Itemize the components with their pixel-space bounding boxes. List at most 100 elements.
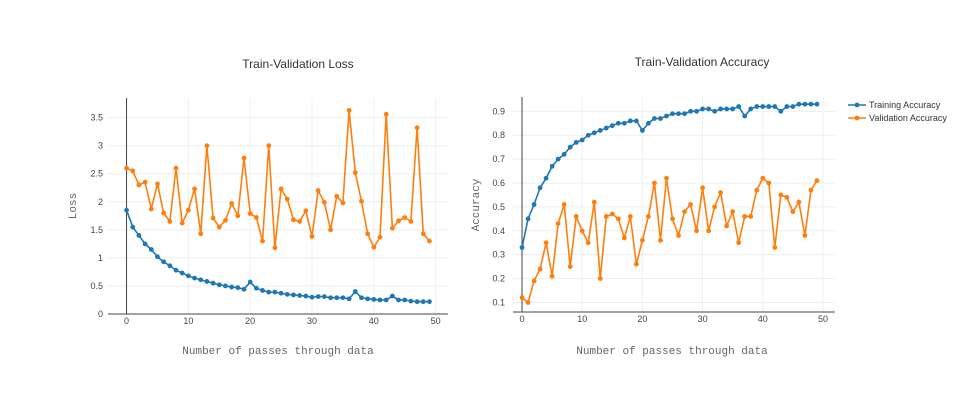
loss-training-point[interactable] bbox=[377, 297, 383, 303]
loss-training-point[interactable] bbox=[291, 292, 296, 298]
loss-training-point[interactable] bbox=[340, 295, 346, 301]
accuracy-training-point[interactable] bbox=[543, 175, 549, 181]
accuracy-training-point[interactable] bbox=[790, 104, 796, 109]
loss-validation-point[interactable] bbox=[155, 181, 160, 187]
accuracy-validation-point[interactable] bbox=[694, 228, 699, 234]
loss-validation-point[interactable] bbox=[247, 211, 253, 216]
loss-validation-point[interactable] bbox=[198, 231, 204, 237]
loss-training-point[interactable] bbox=[179, 270, 185, 276]
loss-training-point[interactable] bbox=[414, 299, 420, 305]
legend-item-training[interactable]: Training Accuracy bbox=[848, 100, 941, 110]
accuracy-validation-point[interactable] bbox=[537, 266, 543, 272]
loss-validation-point[interactable] bbox=[272, 245, 278, 251]
accuracy-validation-point[interactable] bbox=[796, 199, 802, 205]
accuracy-validation-point[interactable] bbox=[688, 202, 693, 207]
loss-training-point[interactable] bbox=[161, 259, 167, 265]
loss-validation-point[interactable] bbox=[210, 215, 216, 221]
loss-training-point[interactable] bbox=[315, 294, 321, 300]
accuracy-training-point[interactable] bbox=[796, 101, 802, 107]
loss-validation-point[interactable] bbox=[427, 238, 432, 244]
loss-validation-point[interactable] bbox=[142, 179, 148, 185]
loss-validation-point[interactable] bbox=[371, 244, 377, 250]
accuracy-training-point[interactable] bbox=[724, 106, 730, 112]
loss-training-point[interactable] bbox=[223, 283, 228, 289]
accuracy-training-point[interactable] bbox=[754, 104, 760, 109]
accuracy-validation-point[interactable] bbox=[555, 221, 561, 227]
accuracy-training-point[interactable] bbox=[531, 202, 537, 207]
accuracy-training-point[interactable] bbox=[760, 104, 766, 109]
legend-item-validation[interactable]: Validation Accuracy bbox=[848, 113, 947, 123]
loss-validation-point[interactable] bbox=[266, 143, 272, 149]
accuracy-validation-point[interactable] bbox=[597, 276, 603, 281]
loss-training-point[interactable] bbox=[210, 280, 216, 286]
loss-validation-point[interactable] bbox=[278, 186, 284, 192]
loss-training-point[interactable] bbox=[216, 282, 222, 288]
accuracy-training-point[interactable] bbox=[694, 108, 699, 114]
loss-training-point[interactable] bbox=[167, 263, 173, 269]
loss-training-point[interactable] bbox=[247, 279, 253, 285]
accuracy-validation-point[interactable] bbox=[802, 233, 808, 238]
accuracy-training-point[interactable] bbox=[808, 101, 814, 107]
loss-training-point[interactable] bbox=[396, 297, 401, 303]
loss-training-point[interactable] bbox=[155, 254, 160, 260]
accuracy-training-point[interactable] bbox=[712, 108, 718, 114]
accuracy-validation-point[interactable] bbox=[682, 209, 687, 215]
accuracy-validation-point[interactable] bbox=[814, 178, 820, 184]
loss-validation-point[interactable] bbox=[420, 231, 426, 237]
accuracy-validation-point[interactable] bbox=[621, 235, 627, 241]
accuracy-validation-point[interactable] bbox=[784, 194, 790, 200]
loss-validation-point[interactable] bbox=[260, 238, 265, 244]
accuracy-validation-point[interactable] bbox=[531, 278, 537, 284]
accuracy-training-point[interactable] bbox=[549, 163, 555, 169]
loss-validation-point[interactable] bbox=[185, 207, 191, 213]
accuracy-validation-point[interactable] bbox=[561, 202, 567, 207]
accuracy-training-point[interactable] bbox=[579, 137, 585, 143]
loss-validation-point[interactable] bbox=[309, 234, 315, 239]
loss-validation-point[interactable] bbox=[328, 227, 333, 233]
accuracy-training-point[interactable] bbox=[519, 245, 525, 250]
accuracy-validation-point[interactable] bbox=[652, 180, 657, 186]
accuracy-validation-point[interactable] bbox=[706, 228, 712, 234]
accuracy-training-point[interactable] bbox=[621, 120, 627, 126]
loss-training-point[interactable] bbox=[204, 279, 210, 284]
accuracy-training-point[interactable] bbox=[615, 120, 621, 126]
loss-training-point[interactable] bbox=[192, 275, 197, 281]
accuracy-training-point[interactable] bbox=[525, 216, 531, 222]
loss-validation-point[interactable] bbox=[408, 219, 414, 224]
accuracy-training-point[interactable] bbox=[730, 106, 736, 112]
accuracy-validation-point[interactable] bbox=[760, 175, 766, 181]
loss-validation-point[interactable] bbox=[148, 206, 154, 212]
loss-training-point[interactable] bbox=[365, 296, 371, 302]
loss-training-point[interactable] bbox=[389, 293, 395, 299]
loss-validation-point[interactable] bbox=[173, 165, 179, 171]
loss-training-point[interactable] bbox=[359, 295, 364, 301]
loss-validation-point[interactable] bbox=[216, 224, 222, 230]
accuracy-validation-point[interactable] bbox=[808, 187, 814, 193]
accuracy-training-point[interactable] bbox=[585, 132, 591, 138]
loss-validation-point[interactable] bbox=[229, 201, 235, 206]
accuracy-training-point[interactable] bbox=[646, 120, 651, 126]
loss-validation-point[interactable] bbox=[346, 107, 352, 113]
accuracy-training-point[interactable] bbox=[748, 106, 754, 112]
loss-training-point[interactable] bbox=[420, 299, 426, 305]
loss-validation-point[interactable] bbox=[352, 170, 358, 176]
accuracy-validation-point[interactable] bbox=[730, 209, 736, 215]
legend[interactable]: Training Accuracy Validation Accuracy bbox=[848, 100, 947, 123]
accuracy-training-point[interactable] bbox=[652, 116, 657, 121]
accuracy-training-point[interactable] bbox=[718, 106, 724, 112]
loss-training-point[interactable] bbox=[142, 241, 148, 247]
accuracy-validation-point[interactable] bbox=[609, 211, 615, 217]
loss-training-point[interactable] bbox=[272, 289, 278, 295]
accuracy-validation-point[interactable] bbox=[579, 228, 585, 234]
accuracy-training-point[interactable] bbox=[640, 128, 645, 133]
accuracy-training-point[interactable] bbox=[609, 123, 615, 129]
loss-validation-point[interactable] bbox=[124, 165, 129, 171]
accuracy-validation-point[interactable] bbox=[549, 273, 555, 279]
accuracy-validation-point[interactable] bbox=[670, 216, 675, 222]
accuracy-training-point[interactable] bbox=[633, 118, 639, 124]
loss-validation-point[interactable] bbox=[284, 196, 290, 202]
loss-training-point[interactable] bbox=[278, 290, 284, 296]
loss-validation-point[interactable] bbox=[334, 193, 340, 199]
accuracy-validation-point[interactable] bbox=[742, 214, 748, 219]
accuracy-training-point[interactable] bbox=[814, 101, 820, 107]
